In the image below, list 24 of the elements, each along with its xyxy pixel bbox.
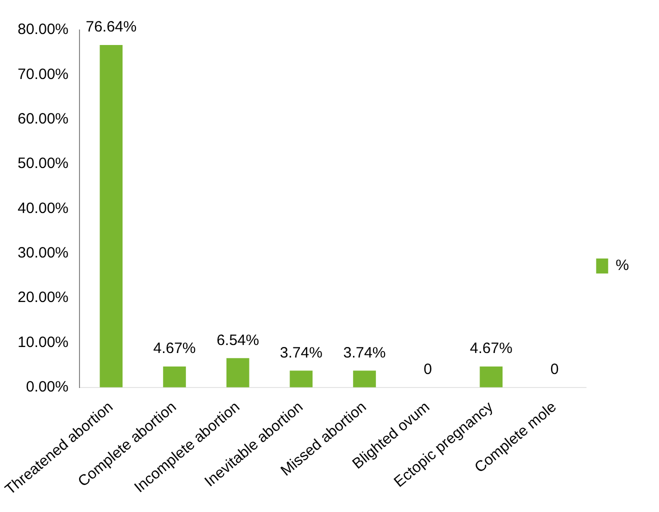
data-label: 3.74% xyxy=(280,344,322,362)
y-tick-label: 70.00% xyxy=(18,66,68,83)
bar xyxy=(163,366,186,388)
data-label: 3.74% xyxy=(343,344,386,362)
data-label: 4.67% xyxy=(153,340,196,358)
y-tick-label: 50.00% xyxy=(18,155,68,172)
y-tick-label: 20.00% xyxy=(18,289,68,306)
y-tick-label: 0.00% xyxy=(26,378,68,396)
y-tick-label: 40.00% xyxy=(18,200,68,217)
data-label: 0 xyxy=(424,361,432,378)
y-tick-label: 60.00% xyxy=(18,110,68,128)
y-tick-label: 80.00% xyxy=(18,21,68,38)
data-label: 4.67% xyxy=(470,340,512,358)
data-label: 6.54% xyxy=(216,332,260,349)
legend-label: % xyxy=(616,257,630,274)
data-label: 76.64% xyxy=(86,18,137,36)
bar xyxy=(353,370,376,388)
bar xyxy=(290,370,313,388)
bar xyxy=(226,358,250,388)
y-tick-label: 10.00% xyxy=(18,334,68,351)
bar xyxy=(480,366,503,388)
bar xyxy=(100,45,123,388)
data-label: 0 xyxy=(550,361,559,378)
y-tick-label: 30.00% xyxy=(18,244,68,262)
